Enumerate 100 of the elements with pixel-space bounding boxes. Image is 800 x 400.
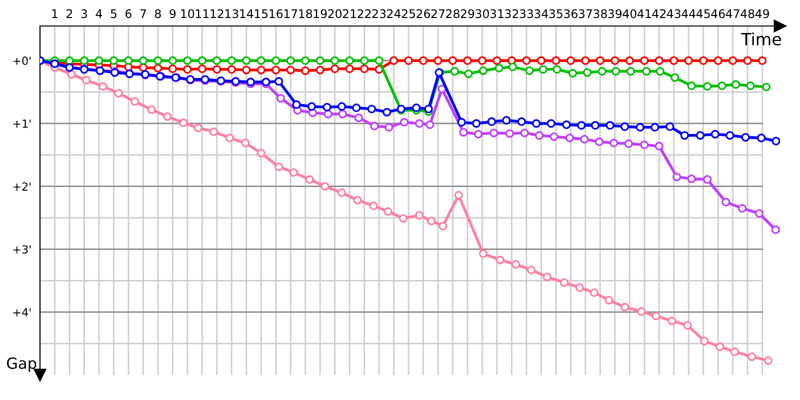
point	[728, 56, 738, 65]
x-tick-label: 45	[696, 9, 710, 18]
x-tick-label: 15	[254, 9, 268, 18]
x-tick-label: 46	[711, 9, 725, 18]
y-tick-label: +4'	[13, 308, 31, 316]
point	[289, 168, 298, 177]
point	[274, 77, 284, 86]
y-axis-title: Gap	[7, 357, 36, 372]
point	[474, 130, 483, 138]
point	[198, 56, 206, 65]
point	[472, 119, 481, 128]
point	[620, 302, 630, 312]
point	[478, 56, 487, 65]
x-tick-label: 19	[314, 9, 327, 18]
point	[183, 56, 192, 65]
point	[459, 128, 468, 137]
x-tick-label: 21	[342, 9, 356, 18]
point	[478, 249, 488, 258]
x-tick-label: 34	[534, 9, 548, 18]
point	[771, 225, 780, 234]
point	[154, 56, 162, 65]
point	[699, 56, 708, 65]
point	[652, 312, 660, 320]
x-tick-label: 9	[170, 9, 176, 18]
point	[624, 139, 633, 148]
point	[738, 204, 747, 213]
point	[292, 100, 301, 109]
point	[566, 56, 575, 65]
point	[242, 66, 251, 74]
point	[536, 56, 546, 65]
point	[256, 66, 266, 74]
point	[656, 66, 664, 76]
point	[716, 342, 724, 352]
point	[562, 120, 571, 130]
x-tick-label: 38	[594, 9, 607, 18]
point	[316, 66, 324, 74]
point	[382, 108, 392, 116]
x-tick-label: 27	[431, 9, 445, 18]
point	[154, 64, 162, 72]
point	[680, 131, 689, 140]
point	[225, 134, 234, 142]
point	[546, 119, 556, 128]
x-tick-label: 35	[549, 9, 562, 18]
point	[718, 81, 726, 90]
point	[703, 175, 712, 184]
point	[612, 66, 620, 76]
x-tick-label: 13	[225, 9, 238, 18]
point	[337, 188, 346, 197]
point	[212, 56, 222, 65]
point	[505, 129, 514, 138]
point	[756, 134, 766, 142]
point	[730, 347, 740, 356]
point	[286, 66, 295, 74]
point	[590, 121, 600, 130]
point	[345, 56, 354, 65]
point	[696, 131, 705, 140]
point	[538, 65, 548, 74]
point	[577, 121, 586, 130]
x-tick-label: 20	[328, 9, 342, 18]
x-tick-label: 44	[682, 9, 696, 18]
point	[124, 56, 133, 65]
point	[534, 131, 544, 140]
point	[517, 117, 526, 126]
x-tick-label: 6	[126, 9, 132, 18]
point	[642, 66, 651, 76]
point	[427, 216, 436, 226]
point	[672, 172, 682, 182]
point	[337, 102, 346, 111]
point	[138, 56, 148, 65]
point	[168, 64, 177, 74]
point	[194, 124, 202, 132]
point	[560, 278, 569, 287]
point	[636, 122, 644, 132]
x-tick-label: 12	[210, 9, 224, 18]
point	[242, 56, 251, 65]
point	[400, 118, 409, 127]
point	[583, 68, 592, 77]
point	[324, 110, 332, 118]
point	[610, 56, 620, 65]
point	[758, 56, 767, 65]
point	[179, 118, 188, 128]
x-tick-label: 32	[505, 9, 518, 18]
point	[412, 103, 421, 112]
point	[525, 66, 534, 75]
x-tick-label: 4	[96, 9, 102, 18]
point	[109, 56, 118, 65]
x-tick-label: 37	[578, 9, 592, 18]
point	[610, 138, 618, 148]
point	[620, 122, 630, 131]
point	[198, 64, 206, 74]
y-tick-label: +0'	[13, 56, 31, 65]
x-tick-label: 26	[416, 9, 430, 18]
x-tick-label: 8	[154, 9, 161, 18]
x-tick-label: 28	[446, 9, 460, 18]
point	[414, 119, 424, 128]
point	[418, 56, 428, 65]
x-tick-label: 47	[726, 9, 740, 18]
point	[367, 104, 376, 114]
point	[320, 182, 330, 191]
point	[426, 120, 434, 130]
